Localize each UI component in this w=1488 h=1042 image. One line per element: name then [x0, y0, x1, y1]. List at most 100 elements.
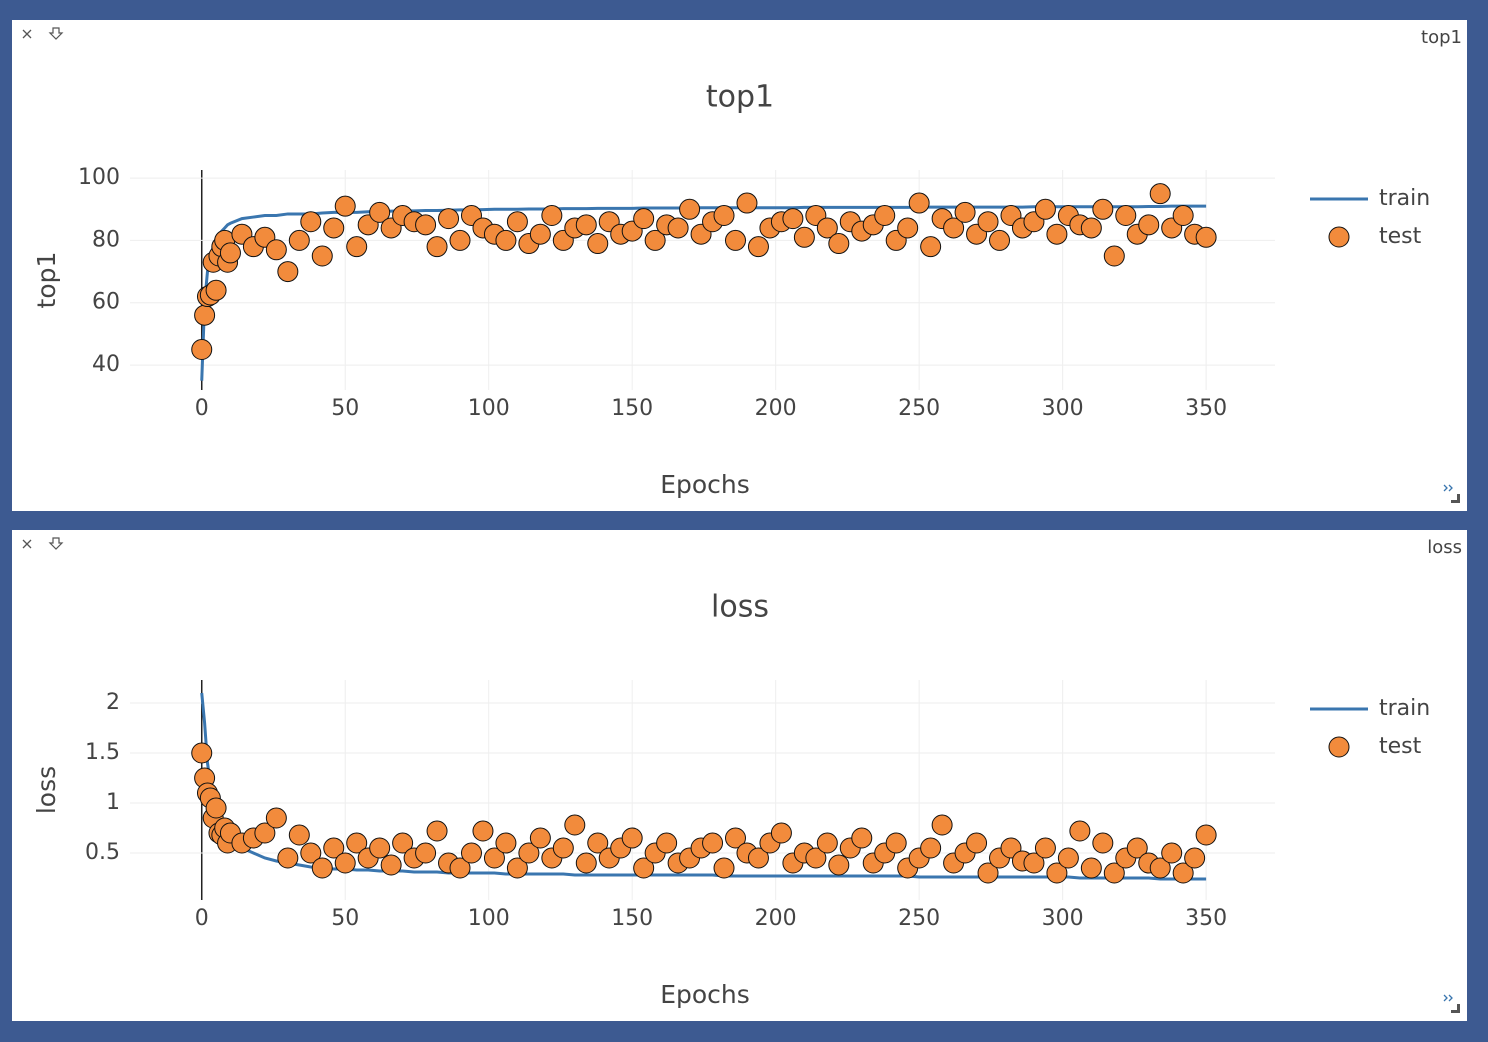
window-title: top1: [1421, 27, 1462, 48]
test-marker: [254, 822, 276, 844]
legend-label[interactable]: train: [1379, 696, 1430, 721]
y-tick-label: 2: [106, 690, 120, 715]
test-marker: [1172, 204, 1194, 226]
test-marker: [1023, 852, 1045, 874]
y-tick-label: 100: [78, 165, 120, 190]
window: loss loss Epochs loss 0 50 100 150 200 250 300 350 0…: [12, 530, 1467, 1021]
test-marker: [483, 847, 505, 869]
test-marker: [897, 217, 919, 239]
test-marker: [472, 820, 494, 842]
test-marker: [300, 211, 322, 233]
x-axis-title: Epochs: [660, 980, 750, 1009]
chart-title: loss: [711, 590, 769, 625]
y-tick-label: 0.5: [85, 840, 120, 865]
test-marker: [954, 201, 976, 223]
legend-swatch: [1328, 736, 1350, 758]
download-button[interactable]: [48, 27, 64, 40]
legend-label[interactable]: test: [1379, 734, 1422, 759]
test-marker: [219, 242, 241, 264]
test-marker: [713, 857, 735, 879]
x-tick-label: 0: [195, 396, 209, 421]
test-marker: [713, 204, 735, 226]
test-marker: [782, 208, 804, 230]
legend-label[interactable]: test: [1379, 224, 1422, 249]
train-line: [200, 692, 1207, 881]
test-marker: [587, 233, 609, 255]
download-button[interactable]: [48, 537, 64, 550]
test-marker: [277, 847, 299, 869]
test-marker: [633, 857, 655, 879]
test-marker: [426, 236, 448, 258]
test-marker: [943, 217, 965, 239]
test-marker: [874, 204, 896, 226]
x-axis-title: Epochs: [660, 470, 750, 499]
test-marker: [438, 208, 460, 230]
test-marker: [1080, 217, 1102, 239]
test-marker: [392, 832, 414, 854]
close-button[interactable]: [22, 539, 32, 549]
x-tick-label: 350: [1185, 906, 1227, 931]
test-marker: [1195, 226, 1217, 248]
test-marker: [1046, 862, 1068, 884]
test-marker: [288, 229, 310, 251]
chart-title: top1: [706, 80, 774, 115]
test-marker: [747, 236, 769, 258]
test-marker: [300, 842, 322, 864]
test-marker: [1057, 847, 1079, 869]
test-marker: [816, 217, 838, 239]
test-marker: [380, 854, 402, 876]
chart: loss loss Epochs loss 0 50 100 150 200 250 300 350 0…: [22, 537, 1462, 1013]
test-marker: [770, 822, 792, 844]
test-marker: [460, 842, 482, 864]
expand-icon[interactable]: [1443, 994, 1453, 1002]
test-marker: [426, 820, 448, 842]
test-marker: [1138, 214, 1160, 236]
test-marker: [1103, 245, 1125, 267]
test-marker: [644, 229, 666, 251]
test-marker: [667, 217, 689, 239]
test-marker: [679, 198, 701, 220]
expand-icon[interactable]: [1443, 484, 1453, 492]
y-tick-label: 1.5: [85, 740, 120, 765]
test-marker: [977, 211, 999, 233]
test-marker: [1161, 842, 1183, 864]
test-marker: [908, 192, 930, 214]
test-marker: [1034, 837, 1056, 859]
test-marker: [334, 195, 356, 217]
test-marker: [621, 827, 643, 849]
train-line: [200, 204, 1207, 381]
test-marker: [1126, 837, 1148, 859]
test-marker: [885, 832, 907, 854]
test-marker: [541, 204, 563, 226]
legend-label[interactable]: train: [1379, 186, 1430, 211]
test-marker: [1115, 204, 1137, 226]
test-marker: [1184, 847, 1206, 869]
resize-handle[interactable]: [1451, 494, 1460, 503]
test-marker: [736, 192, 758, 214]
test-marker: [323, 837, 345, 859]
test-marker: [725, 827, 747, 849]
test-marker: [1080, 857, 1102, 879]
test-marker: [369, 837, 391, 859]
test-marker: [205, 797, 227, 819]
resize-handle[interactable]: [1451, 1004, 1460, 1013]
test-marker: [977, 862, 999, 884]
test-marker: [552, 837, 574, 859]
x-tick-label: 100: [468, 396, 510, 421]
test-marker: [265, 239, 287, 261]
test-marker: [1069, 820, 1091, 842]
test-marker: [1034, 198, 1056, 220]
test-marker: [747, 847, 769, 869]
close-button[interactable]: [22, 29, 32, 39]
y-tick-label: 40: [92, 352, 120, 377]
test-marker: [518, 842, 540, 864]
x-tick-label: 200: [755, 906, 797, 931]
test-marker: [191, 742, 213, 764]
test-marker: [920, 236, 942, 258]
test-marker: [1149, 857, 1171, 879]
test-marker: [191, 338, 213, 360]
test-marker: [1046, 223, 1068, 245]
test-marker: [334, 852, 356, 874]
test-marker: [449, 229, 471, 251]
